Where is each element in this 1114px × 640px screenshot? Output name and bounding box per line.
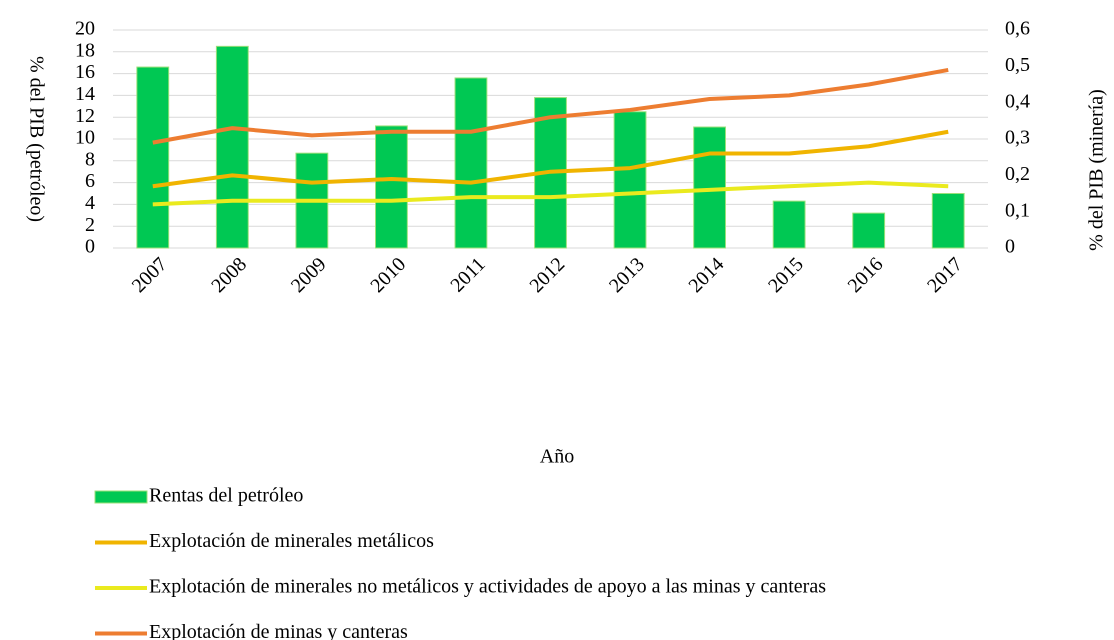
y-tick-label: 12 — [75, 105, 95, 127]
y2-tick-label: 0 — [1005, 236, 1015, 258]
y-axis-label: % del PIB (petróleo) — [25, 56, 47, 222]
bar — [852, 212, 886, 249]
y2-tick-label: 0,6 — [1005, 18, 1030, 40]
y-tick-label: 0 — [85, 236, 95, 258]
y-tick-label: 16 — [75, 61, 95, 83]
y-tick-label: 14 — [75, 83, 95, 105]
legend-label: Explotación de minerales metálicos — [149, 530, 434, 552]
y-tick-label: 6 — [85, 170, 95, 192]
bar — [613, 111, 647, 249]
bar — [931, 193, 965, 249]
x-tick-label: 2007 — [128, 253, 172, 297]
bar — [454, 77, 488, 249]
y-tick-label: 20 — [75, 18, 95, 40]
x-tick-label: 2008 — [207, 253, 251, 297]
line — [152, 67, 949, 145]
line — [152, 129, 949, 189]
y-tick-label: 8 — [85, 148, 95, 170]
legend-label: Explotación de minas y canteras — [149, 621, 408, 640]
y2-tick-label: 0,2 — [1005, 163, 1030, 185]
x-tick-label: 2015 — [764, 253, 808, 297]
y2-tick-label: 0,4 — [1005, 90, 1030, 112]
y2-axis-label: % del PIB (minería) — [1086, 89, 1108, 251]
bar — [136, 66, 170, 249]
y2-tick-label: 0,3 — [1005, 127, 1030, 149]
x-axis-label: Año — [540, 446, 574, 468]
y2-tick-label: 0,5 — [1005, 54, 1030, 76]
y2-tick-label: 0,1 — [1005, 199, 1030, 221]
legend-label: Explotación de minerales no metálicos y … — [149, 576, 826, 598]
legend-label: Rentas del petróleo — [149, 485, 303, 507]
x-tick-label: 2011 — [446, 253, 489, 296]
x-tick-label: 2013 — [605, 253, 649, 297]
y-tick-label: 10 — [75, 127, 95, 149]
bar — [375, 125, 408, 249]
x-tick-label: 2009 — [287, 253, 331, 297]
y-tick-label: 4 — [85, 192, 95, 214]
x-tick-label: 2012 — [525, 253, 569, 297]
x-tick-label: 2010 — [366, 253, 410, 297]
y-tick-label: 2 — [85, 214, 95, 236]
x-tick-label: 2014 — [685, 253, 729, 297]
x-tick-label: 2016 — [844, 253, 888, 297]
bar — [215, 45, 249, 249]
bar — [772, 200, 806, 249]
y-tick-label: 18 — [75, 39, 95, 61]
x-tick-label: 2017 — [923, 253, 967, 297]
line — [152, 180, 949, 207]
legend-swatch — [94, 490, 148, 504]
